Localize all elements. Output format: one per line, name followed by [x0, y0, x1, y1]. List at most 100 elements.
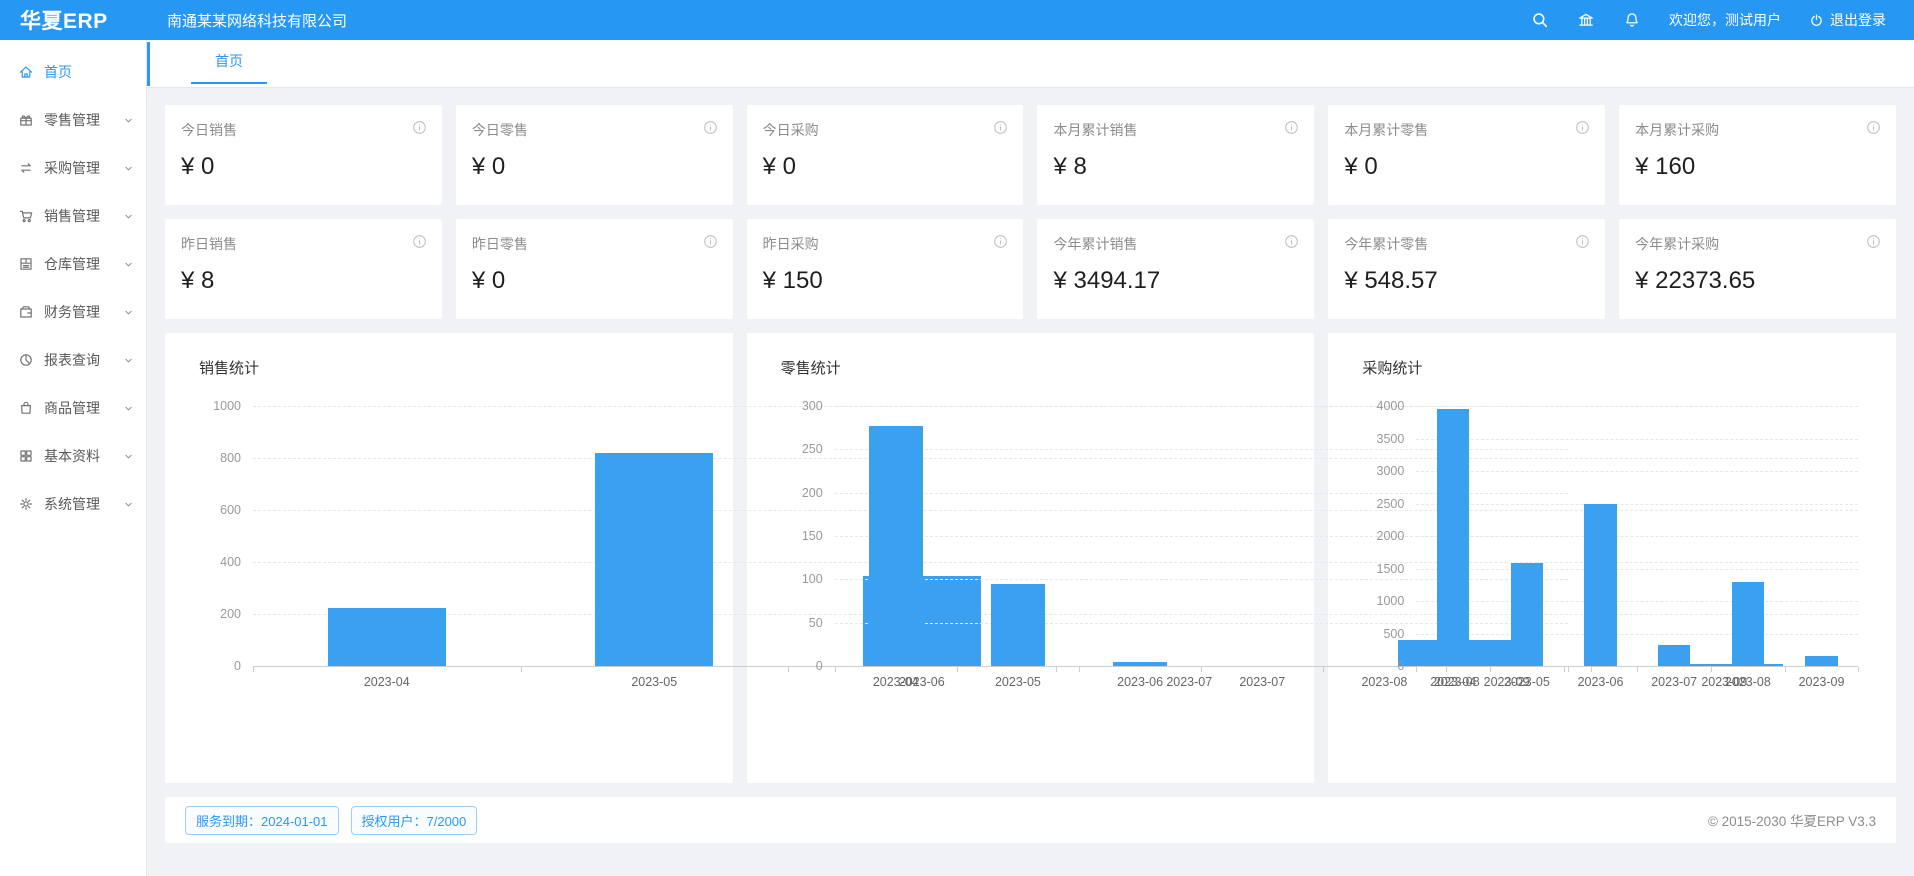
x-axis-category-label: 2023-06 [898, 675, 945, 689]
sidebar-item-label: 系统管理 [44, 496, 100, 512]
sidebar-item-label: 采购管理 [44, 160, 100, 176]
x-axis-tick [834, 667, 836, 672]
x-axis-tick [253, 667, 254, 672]
sidebar-item-basic[interactable]: 基本资料 [0, 432, 146, 480]
archive-icon [18, 256, 34, 272]
sidebar-item-label: 基本资料 [44, 448, 100, 464]
stat-card-value: ¥ 8 [181, 267, 215, 294]
home-icon [18, 64, 34, 80]
info-icon[interactable] [412, 234, 427, 249]
bell-icon[interactable] [1623, 11, 1641, 29]
info-icon[interactable] [1575, 120, 1590, 135]
bag-icon [18, 400, 34, 416]
chart-title: 销售统计 [199, 360, 260, 377]
info-icon[interactable] [1575, 234, 1590, 249]
stat-card: 今年累计销售 ¥ 3494.17 [1037, 219, 1315, 319]
x-axis-category-label: 2023-05 [994, 675, 1041, 689]
info-icon[interactable] [1866, 120, 1881, 135]
y-axis-tick-label: 0 [234, 659, 241, 673]
stat-cards-row-1: 今日销售 ¥ 0 今日零售 ¥ 0 今日采购 ¥ 0 本月累计销售 ¥ 8 本月累计零售 ¥ 0 本… [165, 105, 1896, 205]
sidebar-item-system[interactable]: 系统管理 [0, 480, 146, 528]
bar [327, 607, 446, 666]
sidebar-item-retail[interactable]: 零售管理 [0, 96, 146, 144]
bar [1113, 661, 1167, 666]
stat-card: 今日销售 ¥ 0 [165, 105, 442, 205]
gridline [253, 458, 1858, 459]
stat-card-label: 今日销售 [181, 122, 237, 138]
chevron-down-icon [123, 307, 134, 318]
sidebar-item-purchase[interactable]: 采购管理 [0, 144, 146, 192]
chevron-down-icon [123, 451, 134, 462]
content-area: 首页 今日销售 ¥ 0 今日零售 ¥ 0 今日采购 ¥ 0 本月累计销售 ¥ 8 本月累计零售 ¥… [147, 40, 1914, 876]
info-icon[interactable] [703, 120, 718, 135]
sidebar-item-home[interactable]: 首页 [0, 48, 146, 96]
search-icon[interactable] [1531, 11, 1549, 29]
y-axis-tick-label: 4000 [1376, 399, 1405, 413]
x-axis-tick [1323, 667, 1325, 672]
bank-icon[interactable] [1577, 11, 1595, 29]
bar [1805, 656, 1838, 666]
gridline [834, 622, 1568, 624]
x-axis-tick [1445, 667, 1447, 672]
sidebar-item-finance[interactable]: 财务管理 [0, 288, 146, 336]
retail-chart: 0 50 100 150 200 250 300 2023-04 2023-05 2023-06 2… [767, 388, 1569, 766]
sidebar-item-label: 商品管理 [44, 400, 100, 416]
gridline [834, 579, 1568, 581]
stat-card-value: ¥ 0 [471, 267, 506, 294]
header-actions: 欢迎您，测试用户 退出登录 [1531, 10, 1914, 30]
chart-panel-sales: 销售统计 0 200 400 600 800 1000 2023-04 2023-05 2023-… [165, 333, 1859, 783]
info-icon[interactable] [1866, 234, 1881, 249]
x-axis-category-label: 2023-09 [1483, 675, 1530, 689]
y-axis-tick-label: 0 [1397, 659, 1405, 673]
info-icon[interactable] [993, 234, 1008, 249]
chevron-down-icon [123, 163, 134, 174]
x-axis-category-label: 2023-09 [1701, 675, 1748, 689]
gridline [834, 449, 1568, 451]
logout-button[interactable]: 退出登录 [1809, 10, 1886, 30]
info-icon[interactable] [993, 120, 1008, 135]
stat-card: 本月累计零售 ¥ 0 [1328, 105, 1606, 205]
sidebar-item-report[interactable]: 报表查询 [0, 336, 146, 384]
x-axis-tick [1784, 667, 1786, 672]
info-icon[interactable] [412, 120, 427, 135]
x-axis-category-label: 2023-06 [1117, 675, 1164, 689]
gridline [253, 614, 1858, 615]
tab-home[interactable]: 首页 [191, 40, 267, 84]
y-axis-tick-label: 150 [801, 529, 823, 543]
chevron-down-icon [123, 259, 134, 270]
x-axis-tick [1490, 667, 1491, 672]
info-icon[interactable] [1284, 120, 1299, 135]
stat-card-value: ¥ 22373.65 [1635, 267, 1756, 294]
info-icon[interactable] [703, 234, 718, 249]
tab-accent-bar [147, 42, 150, 86]
stat-card-label: 本月累计采购 [1635, 122, 1720, 138]
x-axis-category-label: 2023-05 [1503, 675, 1550, 689]
x-axis-tick [1858, 667, 1860, 672]
x-axis-tick [1416, 667, 1418, 672]
info-icon[interactable] [1284, 234, 1299, 249]
stat-card-label: 今日采购 [762, 122, 819, 138]
tab-bar: 首页 [147, 40, 1914, 88]
sidebar-item-sales[interactable]: 销售管理 [0, 192, 146, 240]
bar [1436, 409, 1470, 666]
y-axis-tick-label: 50 [808, 615, 823, 630]
stat-card-value: ¥ 0 [762, 153, 797, 180]
sidebar-item-warehouse[interactable]: 仓库管理 [0, 240, 146, 288]
x-axis-tick [1567, 667, 1569, 672]
chevron-down-icon [123, 211, 134, 222]
y-axis-tick-label: 500 [1383, 626, 1405, 641]
sidebar-item-label: 报表查询 [44, 352, 100, 368]
stat-card: 今日零售 ¥ 0 [455, 105, 733, 205]
sidebar-item-goods[interactable]: 商品管理 [0, 384, 146, 432]
stat-card: 本月累计销售 ¥ 8 [1037, 105, 1315, 205]
y-axis-tick-label: 100 [801, 572, 823, 587]
x-axis-tick [956, 667, 958, 672]
y-axis-tick-label: 2000 [1376, 529, 1405, 543]
wallet-icon [18, 304, 34, 320]
y-axis-tick-label: 600 [220, 503, 241, 517]
stat-card: 昨日零售 ¥ 0 [455, 219, 733, 319]
y-axis-tick-label: 200 [801, 485, 823, 500]
y-axis-tick-label: 800 [220, 451, 241, 465]
y-axis-tick-label: 300 [801, 399, 823, 413]
x-axis-tick [1711, 667, 1712, 672]
